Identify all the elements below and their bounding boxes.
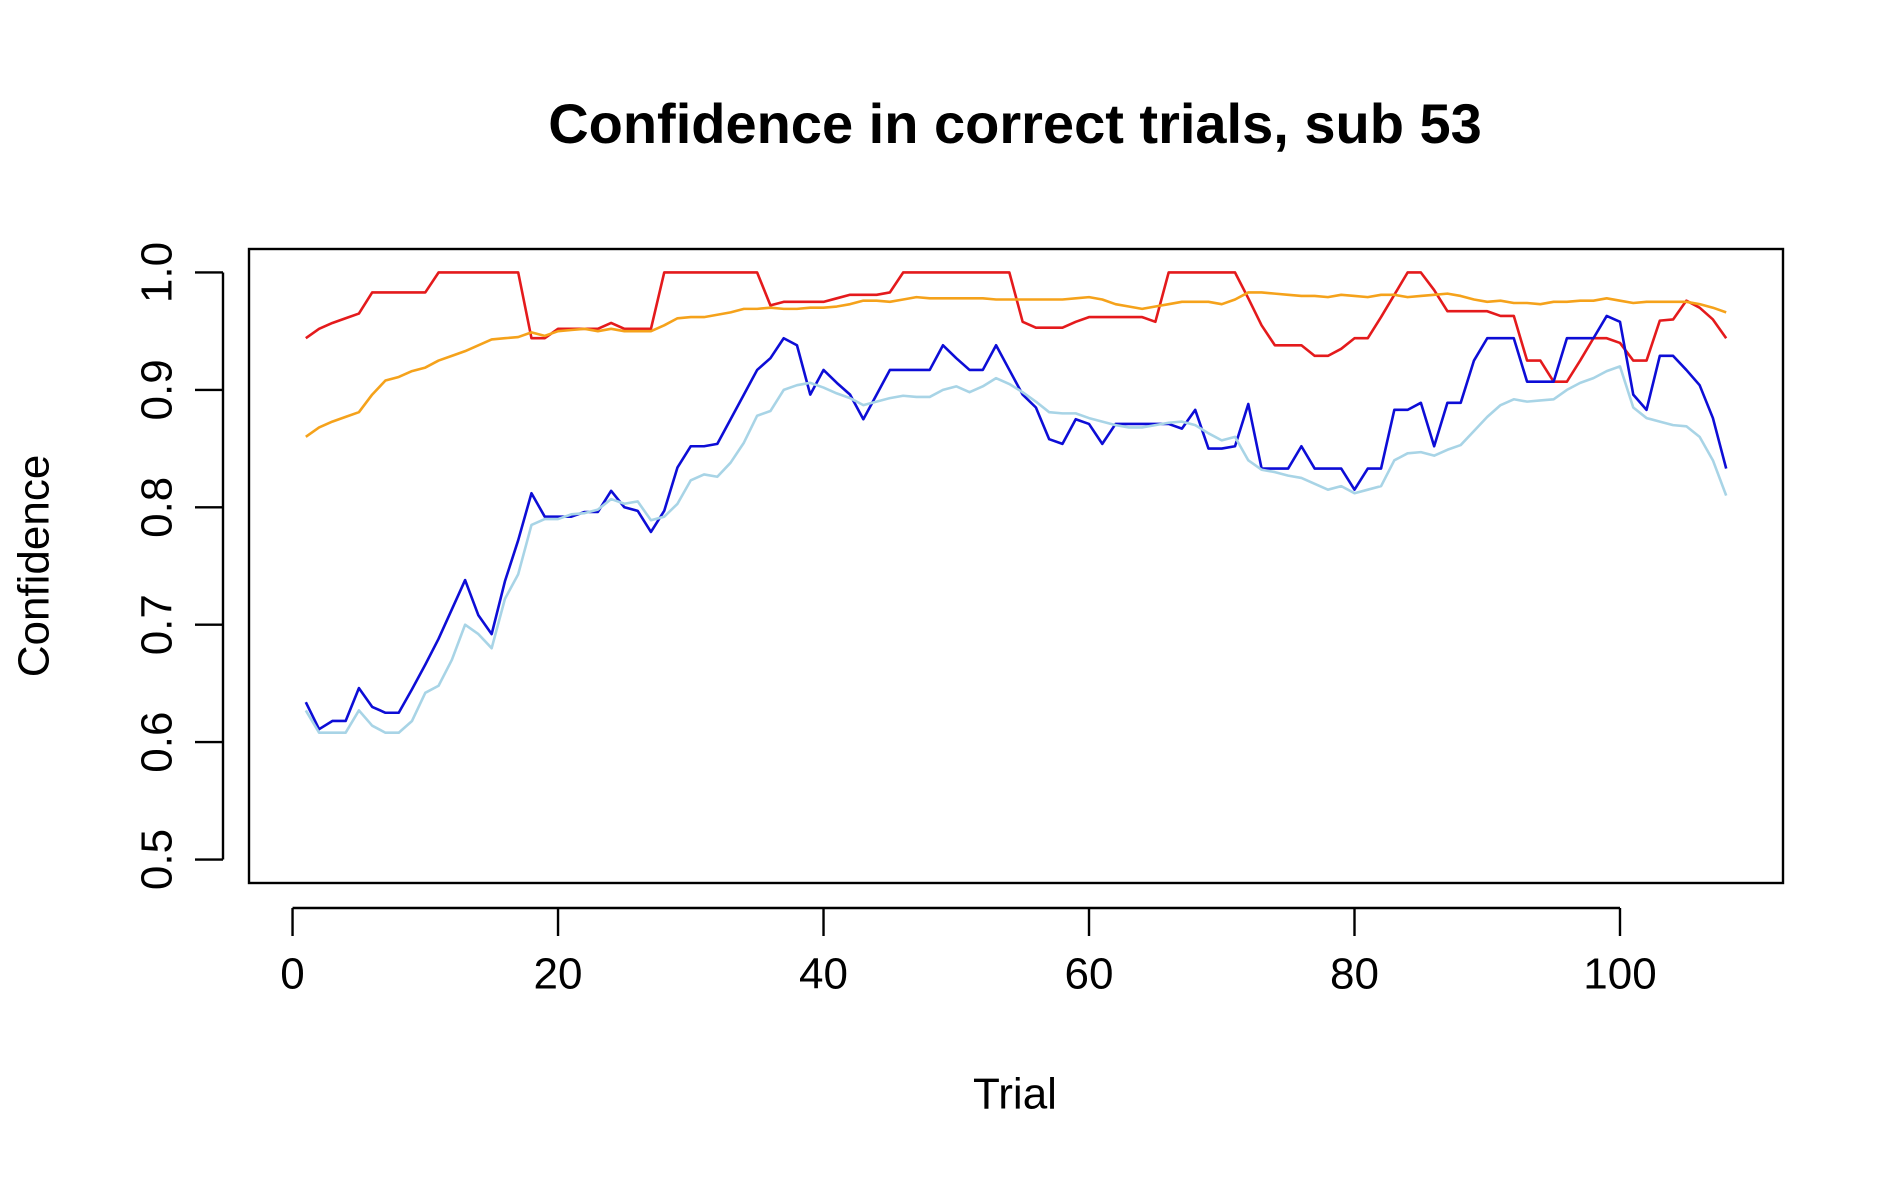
- y-tick-label: 0.6: [133, 712, 182, 773]
- chart-title: Confidence in correct trials, sub 53: [548, 92, 1482, 155]
- series-line: [304, 365, 1728, 735]
- x-tick-label: 0: [280, 950, 304, 999]
- x-tick-label: 20: [534, 950, 583, 999]
- series-line: [304, 314, 1728, 731]
- y-tick-label: 1.0: [133, 242, 182, 303]
- x-tick-label: 80: [1330, 950, 1379, 999]
- x-tick-label: 100: [1583, 950, 1656, 999]
- x-tick-label: 60: [1065, 950, 1114, 999]
- y-tick-label: 0.8: [133, 477, 182, 538]
- y-tick-label: 0.9: [133, 359, 182, 420]
- series-line: [305, 271, 1728, 383]
- plot-box: [247, 247, 1785, 885]
- x-tick-label: 40: [799, 950, 848, 999]
- y-axis-label: Confidence: [10, 455, 59, 678]
- x-axis-label: Trial: [973, 1070, 1057, 1119]
- series-line: [305, 291, 1727, 438]
- y-tick-label: 0.5: [133, 829, 182, 890]
- y-tick-label: 0.7: [133, 594, 182, 655]
